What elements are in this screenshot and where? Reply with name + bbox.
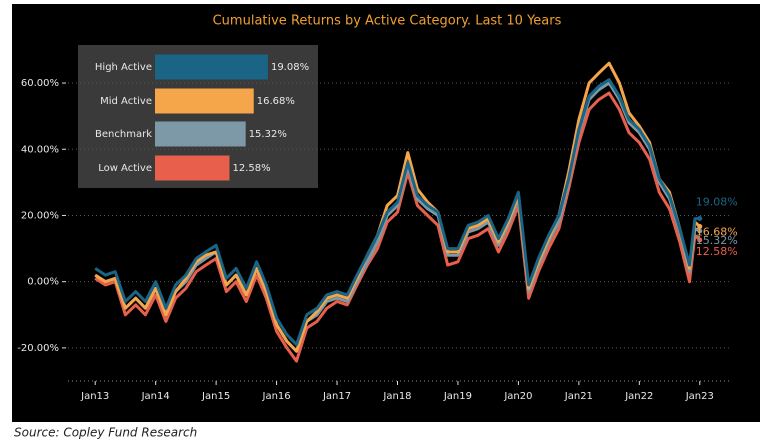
end-point xyxy=(697,216,703,222)
end-point xyxy=(697,228,703,234)
y-tick-label: -20.00% xyxy=(17,343,59,354)
end-point xyxy=(697,223,703,229)
y-tick-label: 20.00% xyxy=(21,210,59,221)
end-value-label: 16.68% xyxy=(696,225,738,238)
x-tick-label: Jan16 xyxy=(262,391,291,402)
bar-value-label: 12.58% xyxy=(232,163,270,174)
bar-category-label: Low Active xyxy=(98,163,152,174)
y-tick-label: 0.00% xyxy=(27,277,59,288)
x-tick-label: Jan18 xyxy=(382,391,411,402)
end-point xyxy=(697,237,703,243)
y-tick-label: 60.00% xyxy=(21,78,59,89)
x-tick-label: Jan17 xyxy=(322,391,351,402)
bar xyxy=(155,88,254,114)
x-tick-label: Jan15 xyxy=(201,391,230,402)
bar-value-label: 16.68% xyxy=(257,96,295,107)
series-line xyxy=(94,78,700,347)
bar-category-label: High Active xyxy=(95,62,152,73)
x-tick-label: Jan19 xyxy=(443,391,472,402)
x-tick-label: Jan21 xyxy=(564,391,593,402)
bar-value-label: 19.08% xyxy=(271,62,309,73)
chart-title: Cumulative Returns by Active Category. L… xyxy=(213,14,562,29)
bar xyxy=(155,155,230,181)
x-tick-label: Jan20 xyxy=(503,391,532,402)
source-note: Source: Copley Fund Research xyxy=(14,426,197,440)
plot-grid: -20.00% 0.00% 20.00% 40.00% 60.00% Jan13 Jan14… xyxy=(17,78,730,402)
bar-value-label: 15.32% xyxy=(249,129,287,140)
x-tick-label: Jan22 xyxy=(624,391,653,402)
end-value-label: 15.32% xyxy=(696,234,738,247)
bar xyxy=(155,121,246,147)
x-tick-label: Jan23 xyxy=(685,391,714,402)
bar-category-label: Benchmark xyxy=(95,129,152,140)
series-line xyxy=(94,61,701,353)
x-tick-label: Jan14 xyxy=(141,391,170,402)
x-tick-label: Jan13 xyxy=(80,391,109,402)
bar-category-label: Mid Active xyxy=(100,96,152,107)
y-tick-label: 40.00% xyxy=(21,144,59,155)
end-value-label: 19.08% xyxy=(696,196,738,209)
bar xyxy=(155,54,268,80)
end-value-label: 12.58% xyxy=(696,245,738,258)
series-line xyxy=(94,91,701,363)
